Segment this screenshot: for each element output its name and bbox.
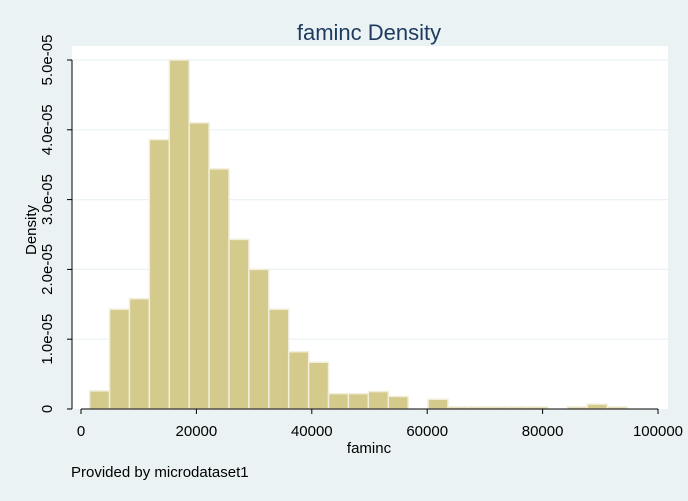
- y-tick-label: 1.0e-05: [39, 314, 56, 365]
- y-axis-title: Density: [23, 204, 40, 255]
- histogram-bar: [309, 362, 329, 409]
- histogram-bar: [189, 123, 209, 409]
- histogram-bar: [110, 309, 130, 409]
- histogram-bar: [90, 391, 110, 409]
- histogram-bar: [229, 239, 249, 409]
- histogram-bar: [249, 269, 269, 409]
- histogram-bar: [209, 169, 229, 409]
- histogram-bar: [329, 394, 349, 409]
- histogram-bar: [368, 392, 388, 409]
- chart-title: faminc Density: [297, 20, 441, 45]
- y-tick-label: 0: [39, 405, 56, 413]
- x-tick-label: 100000: [633, 423, 683, 440]
- histogram-bar: [129, 299, 149, 409]
- y-tick-label: 3.0e-05: [39, 174, 56, 225]
- x-tick-label: 60000: [406, 423, 448, 440]
- x-tick-label: 0: [77, 423, 85, 440]
- x-tick-label: 40000: [291, 423, 333, 440]
- histogram-bar: [269, 309, 289, 409]
- x-tick-label: 80000: [522, 423, 564, 440]
- histogram-bar: [388, 396, 408, 409]
- histogram-bar: [348, 394, 368, 409]
- y-tick-label: 2.0e-05: [39, 244, 56, 295]
- histogram-bar: [289, 352, 309, 409]
- x-axis-title: faminc: [347, 440, 392, 457]
- histogram-bar: [587, 404, 607, 409]
- x-tick-label: 20000: [176, 423, 218, 440]
- histogram-bar: [169, 60, 189, 409]
- histogram-bar: [149, 140, 169, 409]
- histogram-bar: [428, 399, 448, 409]
- y-tick-label: 4.0e-05: [39, 104, 56, 155]
- source-note: Provided by microdataset1: [71, 464, 249, 481]
- y-tick-label: 5.0e-05: [39, 35, 56, 86]
